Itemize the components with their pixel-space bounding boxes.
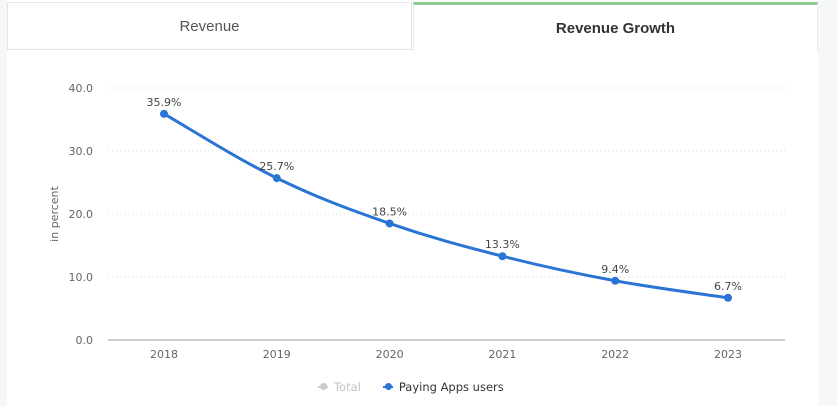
data-point[interactable] [385,219,394,228]
data-label: 6.7% [714,280,742,293]
tab-revenue-label: Revenue [179,17,240,35]
y-tick-label: 30.0 [69,145,94,158]
legend-label-paying-apps-users: Paying Apps users [398,380,504,394]
x-tick-label: 2023 [714,348,742,361]
x-tick-label: 2019 [263,348,291,361]
legend-marker-paying-icon [382,383,393,390]
tab-revenue-growth[interactable]: Revenue Growth [413,2,818,52]
y-tick-label: 40.0 [69,82,94,95]
y-tick-label: 20.0 [69,208,94,221]
x-tick-label: 2018 [150,348,178,361]
y-tick-label: 0.0 [76,334,94,347]
x-tick-label: 2021 [488,348,516,361]
legend-marker-total-icon [318,383,328,390]
data-label: 25.7% [259,160,294,173]
chart-panel [7,0,818,406]
x-tick-label: 2020 [376,348,404,361]
data-point[interactable] [611,276,620,285]
tab-revenue-growth-label: Revenue Growth [555,20,676,37]
data-label: 13.3% [485,238,520,251]
data-label: 9.4% [601,263,629,276]
data-point[interactable] [272,174,281,183]
data-point[interactable] [498,252,507,261]
series-line-paying-apps-users [163,112,729,300]
data-label: 18.5% [372,205,407,218]
y-tick-label: 10.0 [69,271,94,284]
data-label: 35.9% [147,96,182,109]
data-point[interactable] [160,109,168,118]
tab-revenue[interactable]: Revenue [7,2,412,50]
legend-item-total[interactable]: Total [318,380,361,394]
legend-label-total: Total [334,380,361,394]
x-tick-label: 2022 [601,348,629,361]
y-axis-label: in percent [48,185,61,241]
data-point[interactable] [724,293,732,302]
chart-legend: Total Paying Apps users [318,380,526,394]
legend-item-paying-apps-users[interactable]: Paying Apps users [382,380,504,394]
